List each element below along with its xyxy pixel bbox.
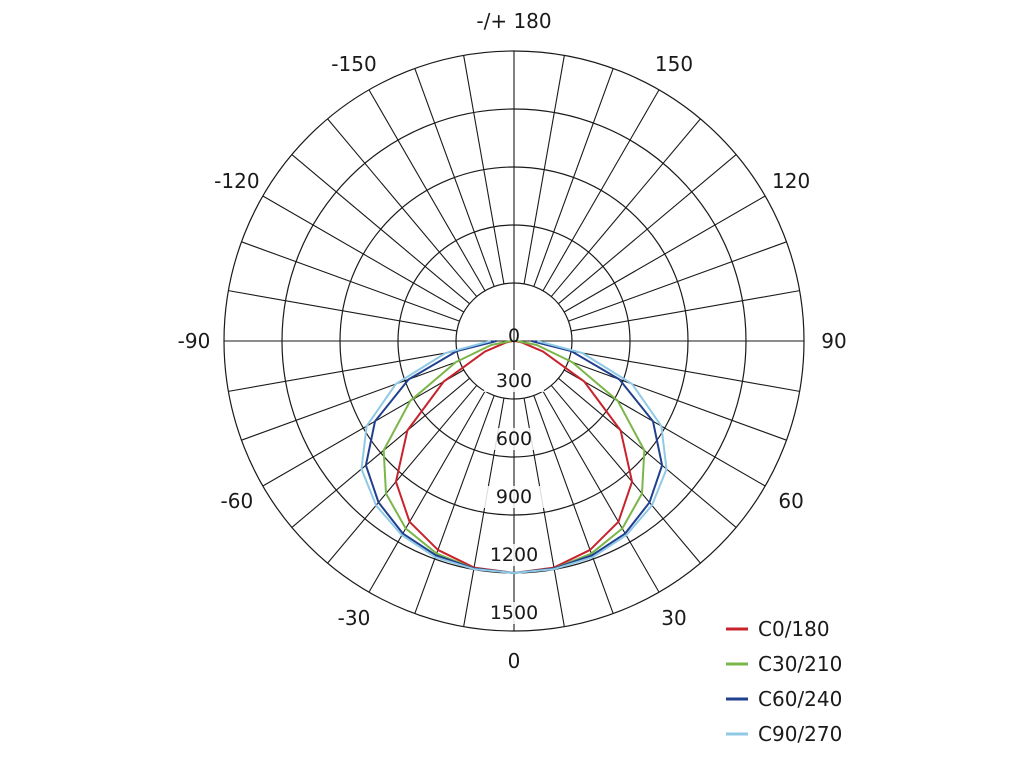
grid-spoke <box>558 377 737 528</box>
grid-spoke <box>262 195 465 313</box>
angle-label: -30 <box>338 606 371 630</box>
angle-label: 60 <box>778 489 803 513</box>
legend: C0/180 C30/210 C60/240 C90/270 <box>726 617 842 746</box>
grid-spoke <box>241 360 460 441</box>
grid-spoke <box>291 154 470 305</box>
angle-label: -120 <box>214 169 259 193</box>
series-curve-c90-270 <box>360 340 668 574</box>
grid-spoke <box>414 395 495 614</box>
grid-spoke <box>563 369 766 487</box>
radial-tick-label: 1200 <box>490 544 538 566</box>
grid-spoke <box>327 118 478 297</box>
grid-spoke <box>571 350 800 392</box>
grid-spoke <box>368 89 486 292</box>
angle-label: 150 <box>655 52 693 76</box>
radial-label-bg <box>484 428 544 450</box>
angle-label: -60 <box>221 489 254 513</box>
grid-spoke <box>563 195 766 313</box>
axis-labels: 300 600 900 1200 1500 0 0 30 60 90 120 150 -/+ 180 -1… <box>178 9 847 673</box>
radial-tick-label: 900 <box>496 486 532 508</box>
grid-spoke <box>550 118 701 297</box>
radial-tick-label: 300 <box>496 370 532 392</box>
radial-tick-label: 1500 <box>490 602 538 624</box>
angle-label: 30 <box>661 606 686 630</box>
grid-spoke <box>568 360 787 441</box>
radial-label-bg <box>484 370 544 392</box>
grid-spoke <box>568 241 787 322</box>
legend-label: C90/270 <box>758 722 842 746</box>
angle-label: -150 <box>331 52 376 76</box>
radial-tick-label: 600 <box>496 428 532 450</box>
grid-spoke <box>542 390 660 593</box>
angle-label: 120 <box>772 169 810 193</box>
grid-spoke <box>523 55 565 284</box>
radial-label-bg <box>484 602 544 624</box>
grid-spoke <box>558 154 737 305</box>
series-curves <box>360 340 668 574</box>
legend-label: C30/210 <box>758 652 842 676</box>
grid-spoke <box>533 395 614 614</box>
grid-spoke <box>571 290 800 332</box>
grid-spoke <box>327 385 478 564</box>
grid-spoke <box>228 290 457 332</box>
radial-label-bg <box>484 486 544 508</box>
radial-label-bg <box>484 544 544 566</box>
angle-label: -/+ 180 <box>476 9 551 33</box>
grid-spoke <box>550 385 701 564</box>
legend-label: C0/180 <box>758 617 830 641</box>
grid-spoke <box>368 390 486 593</box>
grid-spoke <box>291 377 470 528</box>
angle-label: -90 <box>178 329 211 353</box>
grid-spoke <box>241 241 460 322</box>
center-label: 0 <box>508 325 520 347</box>
grid-spoke <box>228 350 457 392</box>
angle-label: 0 <box>508 649 521 673</box>
grid-spoke <box>463 55 505 284</box>
angle-label: 90 <box>821 329 846 353</box>
legend-label: C60/240 <box>758 687 842 711</box>
grid-spoke <box>542 89 660 292</box>
grid-spoke <box>414 68 495 287</box>
grid-spoke <box>533 68 614 287</box>
grid-spoke <box>262 369 465 487</box>
